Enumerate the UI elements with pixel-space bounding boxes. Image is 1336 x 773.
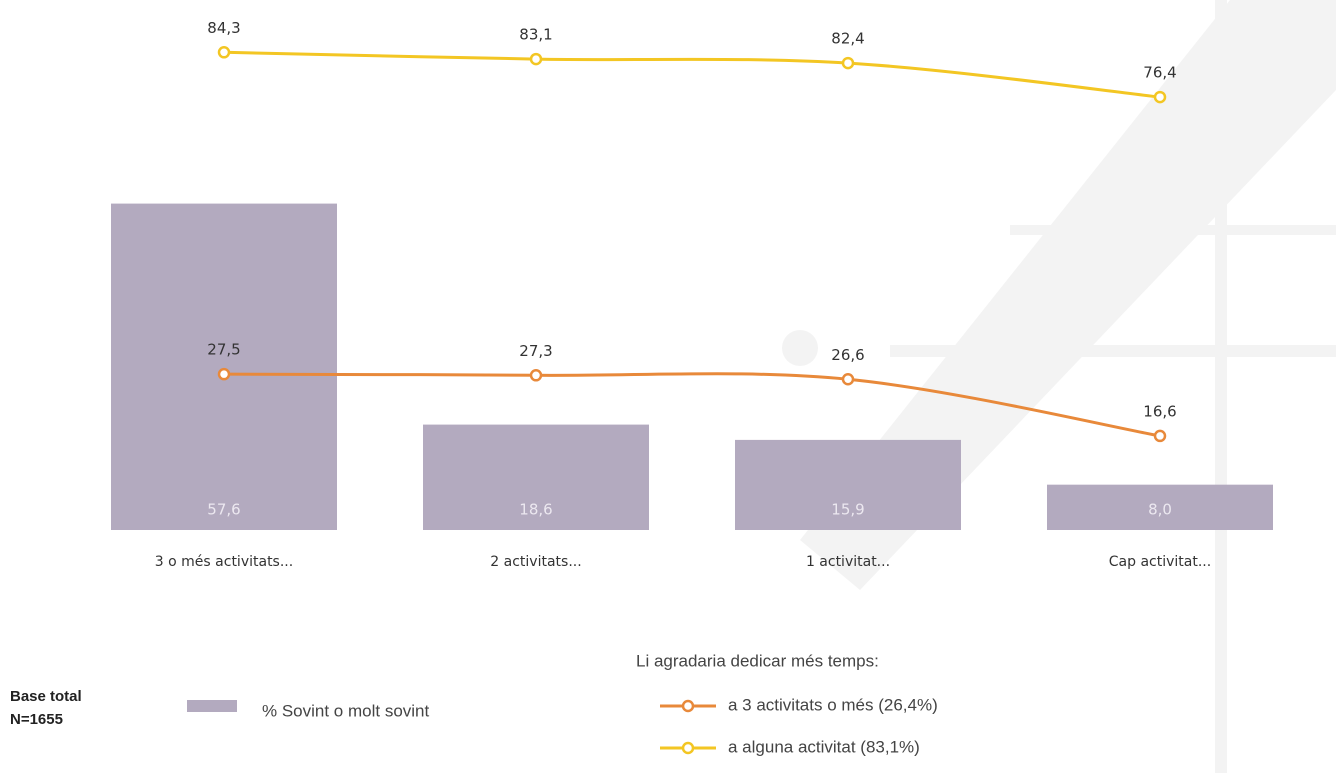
bar-value-label: 57,6 [207,501,240,519]
x-tick-label: 1 activitat... [806,554,890,570]
legend-title: Li agradaria dedicar més temps: [636,651,879,670]
bar [111,203,337,530]
point-value-label: 16,6 [1143,402,1176,420]
watermark-bar [1215,0,1227,773]
point-value-label: 83,1 [519,26,552,44]
x-tick-label: 2 activitats... [490,554,581,570]
point-value-label: 76,4 [1143,64,1176,82]
legend-label: a alguna activitat (83,1%) [728,737,920,756]
marker [1153,429,1167,443]
watermark-bar [1010,225,1336,235]
watermark-dot [782,330,818,366]
marker [841,373,855,386]
point-value-label: 27,5 [207,341,240,359]
legend-label: % Sovint o molt sovint [262,701,430,720]
marker [1153,90,1167,104]
bar [423,424,649,530]
note: N=1655 [10,711,63,728]
bar-value-label: 18,6 [519,501,552,519]
legend-swatch [187,700,237,712]
point-value-label: 82,4 [831,30,864,48]
marker [217,46,231,59]
point-value-label: 26,6 [831,346,864,364]
marker [529,52,543,66]
point-value-label: 84,3 [207,19,240,37]
line [223,50,1161,99]
note: Base total [10,688,82,705]
point-value-label: 27,3 [519,342,552,360]
x-tick-label: 3 o més activitats... [155,554,293,570]
legend-marker [681,741,695,755]
marker [841,56,855,70]
x-tick-label: Cap activitat... [1109,554,1211,570]
marker [217,367,231,381]
line [223,372,1161,438]
legend-marker [681,699,695,713]
watermark-bar [890,345,1336,357]
legend-label: a 3 activitats o més (26,4%) [728,695,938,714]
marker [529,369,543,382]
bar [1047,484,1273,530]
bar-value-label: 8,0 [1148,501,1172,519]
bar [735,439,961,530]
bar-value-label: 15,9 [831,501,864,519]
